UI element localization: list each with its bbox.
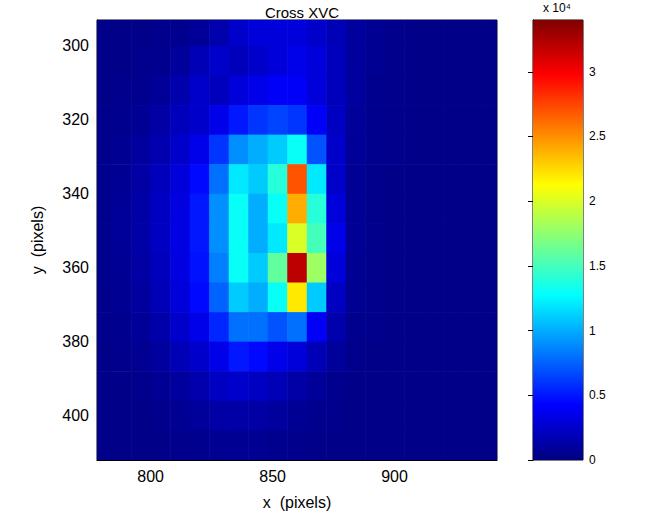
svg-text:3: 3 [589,65,596,79]
svg-text:850: 850 [259,468,286,485]
svg-text:0: 0 [589,453,596,467]
svg-text:300: 300 [62,37,89,54]
svg-text:0.5: 0.5 [589,388,606,402]
svg-text:340: 340 [62,185,89,202]
svg-text:2.5: 2.5 [589,129,606,143]
svg-text:x (pixels): x (pixels) [263,494,331,511]
svg-text:x 10⁴: x 10⁴ [543,1,571,15]
svg-text:800: 800 [137,468,164,485]
svg-text:900: 900 [381,468,408,485]
svg-text:y (pixels): y (pixels) [29,206,46,274]
svg-text:1: 1 [589,324,596,338]
svg-text:320: 320 [62,111,89,128]
svg-text:1.5: 1.5 [589,259,606,273]
svg-text:2: 2 [589,194,596,208]
svg-text:380: 380 [62,333,89,350]
svg-text:400: 400 [62,407,89,424]
svg-text:360: 360 [62,259,89,276]
svg-text:Cross XVC: Cross XVC [265,4,339,21]
